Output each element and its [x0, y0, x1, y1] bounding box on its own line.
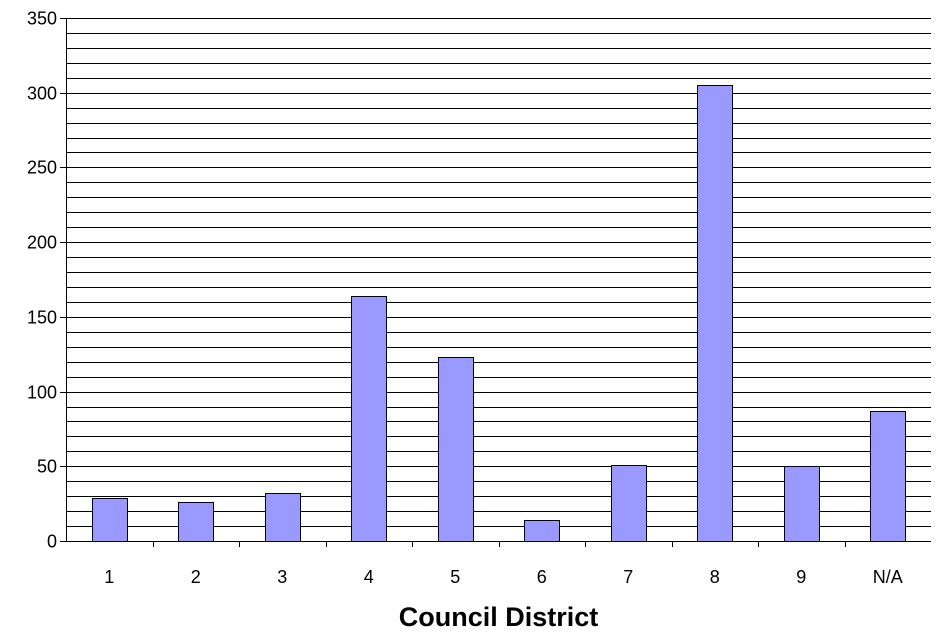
x-tick-label: 4	[364, 567, 374, 587]
y-tick-label: 300	[27, 84, 57, 104]
x-tick-label: 5	[450, 567, 460, 587]
axes	[66, 18, 931, 542]
x-tick-label: 2	[191, 567, 201, 587]
x-tick-label: 6	[537, 567, 547, 587]
bar	[611, 465, 647, 542]
bar	[351, 296, 387, 542]
x-tick-label: 7	[623, 567, 633, 587]
x-tick-label: N/A	[873, 567, 903, 587]
y-tick-label: 150	[27, 308, 57, 328]
x-axis-title: Council District	[399, 602, 599, 632]
y-tick-label: 250	[27, 158, 57, 178]
bars	[92, 85, 906, 542]
bar	[870, 411, 906, 542]
y-tick-label: 50	[37, 457, 57, 477]
bar	[524, 520, 560, 542]
x-axis-ticks: 1 2 3 4 5 6 7 8 9 N/A	[104, 541, 903, 587]
gridlines	[66, 18, 931, 527]
x-tick-label: 8	[710, 567, 720, 587]
y-tick-label: 200	[27, 233, 57, 253]
bar	[178, 502, 214, 542]
bar	[92, 498, 128, 542]
x-tick-label: 9	[796, 567, 806, 587]
bar	[697, 85, 733, 542]
bar	[784, 466, 820, 542]
bar	[438, 357, 474, 542]
y-tick-label: 0	[47, 532, 57, 552]
y-axis-ticks: 0 50 100 150 200 250 300 350	[27, 9, 66, 552]
x-tick-label: 3	[277, 567, 287, 587]
bar	[265, 493, 301, 542]
x-tick-label: 1	[104, 567, 114, 587]
y-tick-label: 100	[27, 383, 57, 403]
y-tick-label: 350	[27, 9, 57, 29]
